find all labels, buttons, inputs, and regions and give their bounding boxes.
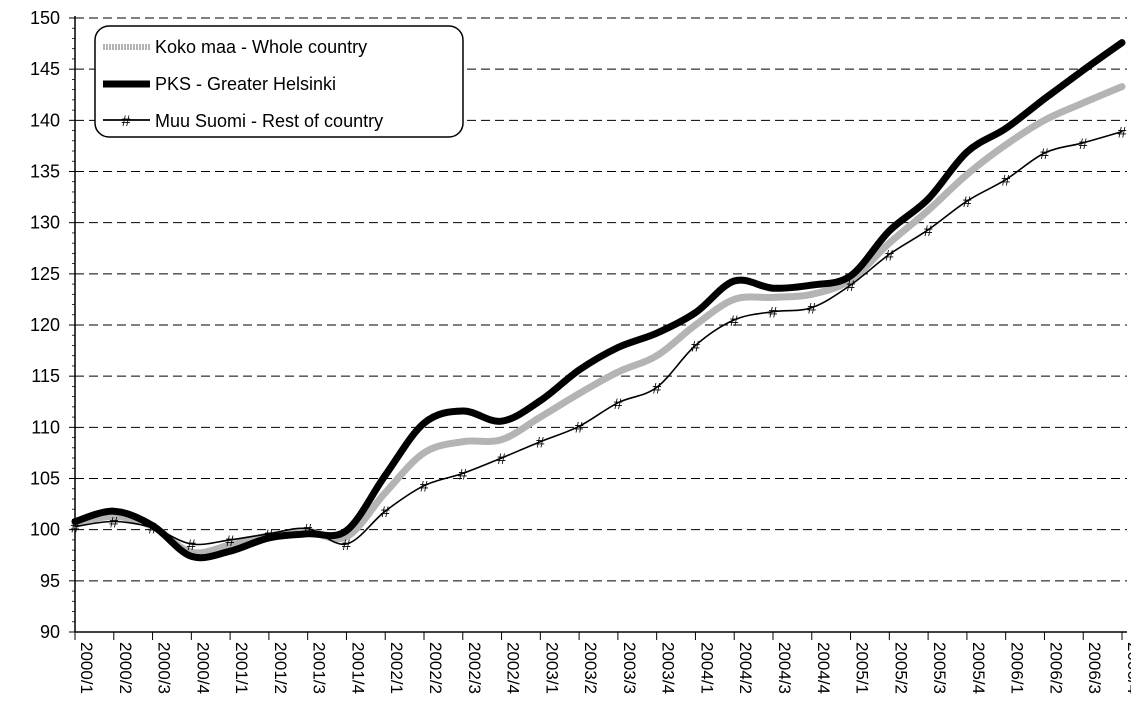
y-tick-label: 130 (30, 213, 60, 233)
rest-of-country-marker: # (380, 504, 390, 522)
x-tick-label: 2005/4 (969, 642, 988, 694)
rest-of-country-marker: # (536, 435, 546, 453)
rest-of-country-marker: # (768, 305, 778, 323)
x-tick-label: 2001/3 (310, 642, 329, 694)
x-tick-label: 2002/2 (426, 642, 445, 694)
x-tick-label: 2001/4 (348, 642, 367, 694)
x-tick-label: 2002/3 (465, 642, 484, 694)
rest-of-country-marker: # (613, 396, 623, 414)
x-tick-label: 2000/4 (193, 642, 212, 694)
series-lines: # # # # # # # # # # # # # # # # # # # # # # # # # # # # (70, 39, 1127, 562)
rest-of-country-marker: # (419, 479, 429, 497)
x-tick-label: 2003/4 (659, 642, 678, 694)
series-whole-country-line (71, 83, 1126, 557)
legend-label-rest-of-country: Muu Suomi - Rest of country (155, 111, 383, 131)
y-tick-label: 145 (30, 59, 60, 79)
x-tick-label: 2003/3 (620, 642, 639, 694)
x-tick-label: 2004/1 (697, 642, 716, 694)
rest-of-country-marker: # (264, 527, 274, 545)
rest-of-country-marker: # (1001, 173, 1011, 191)
x-tick-label: 2001/2 (271, 642, 290, 694)
rest-of-country-marker: # (923, 223, 933, 241)
x-tick-label: 2003/2 (581, 642, 600, 694)
legend-box (94, 25, 464, 138)
y-tick-label: 140 (30, 110, 60, 130)
rest-of-country-marker: # (70, 520, 80, 538)
rest-of-country-marker: # (962, 194, 972, 212)
x-tick-label: 2006/2 (1046, 642, 1065, 694)
rest-of-country-marker: # (342, 537, 352, 555)
series-rest-of-country-line (74, 130, 1123, 546)
x-tick-label: 2003/1 (542, 642, 561, 694)
x-tick-label: 2004/4 (814, 642, 833, 694)
rest-of-country-marker: # (846, 278, 856, 296)
rest-of-country-marker: # (1040, 146, 1050, 164)
rest-of-country-marker: # (148, 521, 158, 539)
x-axis: 2000/1 2000/2 2000/3 2000/4 2001/1 2001/2 2001… (74, 631, 1131, 694)
rest-of-country-marker: # (1078, 136, 1088, 154)
x-tick-label: 2005/1 (853, 642, 872, 694)
y-tick-label: 150 (30, 8, 60, 28)
rest-of-country-marker: # (574, 419, 584, 437)
rest-of-country-marker: # (109, 514, 119, 532)
x-tick-label: 2000/1 (77, 642, 96, 694)
y-tick-label: 125 (30, 264, 60, 284)
legend-marker-rest-of-country: # (121, 113, 131, 131)
rest-of-country-marker: # (225, 533, 235, 551)
x-tick-label: 2004/2 (736, 642, 755, 694)
rest-of-country-marker: # (497, 451, 507, 469)
y-tick-label: 90 (40, 622, 60, 642)
y-tick-label: 105 (30, 469, 60, 489)
rest-of-country-marker: # (729, 313, 739, 331)
rest-of-country-marker: # (885, 247, 895, 265)
x-tick-label: 2004/3 (775, 642, 794, 694)
x-tick-label: 2000/3 (155, 642, 174, 694)
x-tick-label: 2006/4 (1124, 642, 1131, 694)
x-tick-label: 2000/2 (116, 642, 135, 694)
x-tick-label: 2006/1 (1008, 642, 1027, 694)
rest-of-country-marker: # (1117, 125, 1127, 143)
legend-label-whole-country: Koko maa - Whole country (155, 37, 367, 57)
x-tick-label: 2001/1 (232, 642, 251, 694)
legend: Koko maa - Whole country PKS - Greater H… (94, 25, 464, 138)
rest-of-country-marker: # (807, 301, 817, 319)
x-tick-label: 2005/2 (891, 642, 910, 694)
y-axis: 90 95 100 105 110 115 120 125 130 135 140 145 150 (30, 8, 76, 642)
rest-of-country-marker: # (187, 537, 197, 555)
y-tick-label: 110 (31, 417, 60, 437)
rest-of-country-marker: # (303, 522, 313, 540)
y-tick-label: 135 (30, 162, 60, 182)
y-tick-label: 115 (31, 366, 60, 386)
y-tick-label: 120 (30, 315, 60, 335)
rest-of-country-marker: # (691, 338, 701, 356)
y-tick-label: 95 (40, 571, 60, 591)
x-tick-label: 2002/4 (504, 642, 523, 694)
y-tick-label: 100 (30, 520, 60, 540)
rest-of-country-marker: # (458, 466, 468, 484)
x-tick-label: 2005/3 (930, 642, 949, 694)
series-greater-helsinki-line (71, 39, 1126, 562)
x-tick-label: 2006/3 (1085, 642, 1104, 694)
rest-of-country-marker: # (652, 380, 662, 398)
legend-label-greater-helsinki: PKS - Greater Helsinki (155, 74, 336, 94)
x-tick-label: 2002/1 (387, 642, 406, 694)
